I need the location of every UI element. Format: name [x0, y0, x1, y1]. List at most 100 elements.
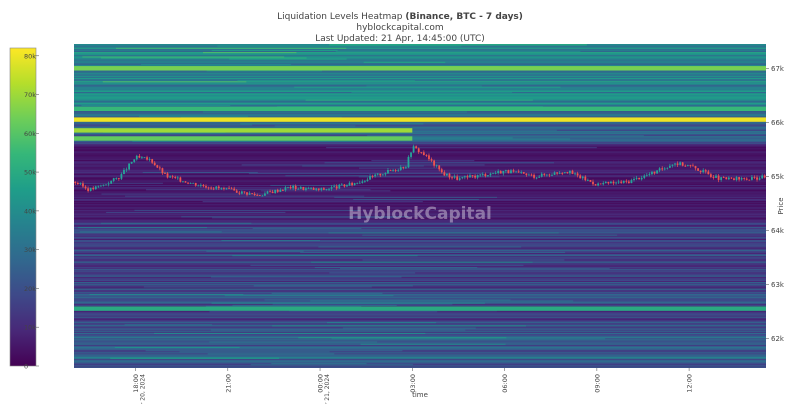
candle-body — [586, 179, 589, 181]
heatmap-band — [74, 292, 766, 294]
heatmap-cell — [362, 258, 565, 261]
heatmap-cell — [353, 198, 479, 201]
candle-body — [433, 160, 435, 166]
heatmap-band — [74, 216, 766, 219]
heatmap-band — [74, 83, 766, 86]
heatmap-band — [74, 189, 766, 192]
candle-body — [192, 182, 195, 184]
heatmap-cell — [366, 85, 482, 87]
candle-body — [497, 171, 500, 174]
candle-body — [361, 181, 364, 183]
candle-body — [79, 183, 82, 185]
heatmap-band — [74, 311, 766, 314]
candle-body — [148, 159, 151, 160]
candle-body — [592, 181, 594, 185]
candle-body — [240, 191, 243, 194]
heatmap-cell — [210, 329, 466, 331]
candle-body — [712, 176, 715, 178]
heatmap-band — [74, 270, 766, 273]
heatmap-cell — [305, 99, 533, 101]
candle-body — [510, 170, 512, 174]
heatmap-band — [74, 330, 766, 332]
candle-body — [182, 181, 184, 183]
candle-body — [166, 173, 169, 178]
colorbar-tick-label: 50k — [24, 169, 36, 177]
candle-body — [504, 170, 507, 172]
heatmap-band — [74, 237, 766, 239]
candle-body — [443, 172, 446, 176]
candle-body — [563, 172, 566, 174]
candle-body — [328, 188, 330, 190]
heatmap-band — [74, 58, 766, 60]
heatmap-band — [74, 160, 766, 163]
heatmap-cell — [334, 196, 498, 198]
heatmap-band — [74, 100, 766, 102]
candle-body — [451, 177, 453, 179]
liquidation-level-band — [74, 66, 766, 71]
heatmap-band — [74, 74, 766, 76]
heatmap-band — [74, 180, 766, 182]
candle-body — [566, 172, 569, 174]
candle-body — [453, 176, 456, 178]
heatmap-band — [74, 323, 766, 326]
candle-body — [448, 173, 451, 178]
heatmap-band — [74, 210, 766, 212]
candle-body — [199, 184, 202, 186]
heatmap-band — [74, 314, 766, 316]
candle-body — [89, 187, 92, 191]
candle-body — [161, 168, 164, 174]
heatmap-cell — [180, 116, 342, 118]
heatmap-band — [74, 342, 766, 344]
candle-body — [694, 166, 697, 169]
heatmap-cell — [81, 104, 231, 107]
candle-body — [651, 171, 653, 175]
candle-body — [635, 177, 638, 179]
heatmap-band — [74, 351, 766, 354]
heatmap-band — [74, 249, 766, 251]
candle-body — [120, 174, 123, 179]
last-updated: Last Updated: 21 Apr, 14:45:00 (UTC) — [315, 34, 485, 44]
candle-body — [633, 178, 635, 181]
heatmap-cell — [224, 294, 394, 297]
heatmap-band — [74, 199, 766, 202]
candle-body — [107, 183, 110, 185]
y-tick-label: 62k — [771, 335, 785, 343]
heatmap-band — [74, 317, 766, 319]
candle-body — [235, 190, 238, 193]
candle-body — [184, 181, 187, 183]
heatmap-cell — [232, 304, 397, 306]
liquidation-level-band — [74, 117, 766, 122]
candle-body — [663, 168, 666, 170]
candle-body — [638, 177, 641, 180]
heatmap-band — [74, 207, 766, 209]
heatmap-cell — [345, 137, 571, 140]
candle-body — [333, 186, 336, 188]
candle-body — [543, 173, 546, 175]
candle-body — [146, 157, 148, 160]
candle-body — [676, 163, 679, 165]
heatmap-band — [74, 143, 766, 145]
candle-body — [353, 183, 356, 186]
candle-body — [674, 163, 676, 165]
candle-body — [322, 188, 325, 190]
heatmap-band — [74, 334, 766, 337]
heatmap-cell — [314, 266, 478, 269]
candle-body — [738, 177, 740, 180]
candle-body — [574, 173, 576, 175]
candle-body — [228, 187, 230, 189]
candle-body — [358, 182, 361, 184]
heatmap-band — [74, 101, 766, 103]
watermark: HyblockCapital — [348, 204, 492, 224]
heatmap-band — [74, 360, 766, 363]
heatmap-band — [74, 240, 766, 243]
candle-body — [517, 171, 520, 173]
heatmap-band — [74, 52, 766, 55]
candle-body — [671, 164, 674, 166]
candle-body — [499, 171, 502, 174]
heatmap-band — [74, 46, 766, 48]
candle-body — [709, 174, 712, 177]
candle-body — [589, 179, 592, 182]
heatmap-band — [74, 49, 766, 51]
candle-body — [233, 188, 236, 191]
